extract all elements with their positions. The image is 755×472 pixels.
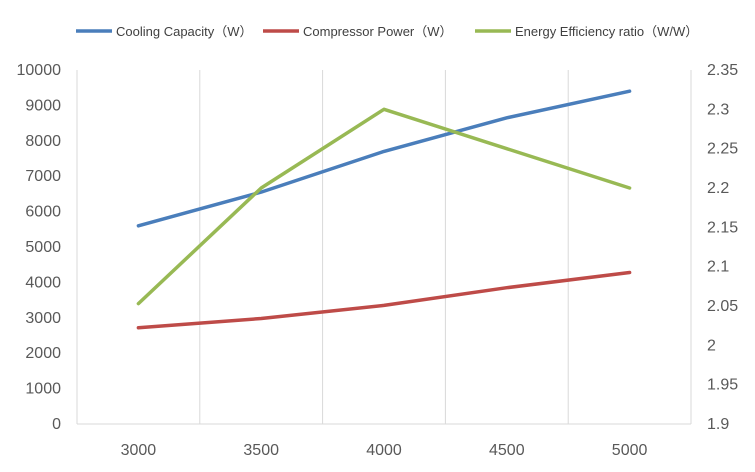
y-left-tick-label: 1000 <box>25 381 61 398</box>
y-right-tick-label: 2.3 <box>707 101 729 118</box>
legend-item: Energy Efficiency ratio（W/W） <box>475 24 698 39</box>
legend: Cooling Capacity（W） Compressor Power（W） En… <box>76 24 698 39</box>
x-tick-label: 5000 <box>612 442 648 459</box>
y-left-tick-label: 8000 <box>25 133 61 150</box>
y-left-tick-label: 3000 <box>25 310 61 327</box>
x-tick-label: 4000 <box>366 442 402 459</box>
y-left-tick-label: 10000 <box>17 62 62 79</box>
grid <box>76 70 692 424</box>
legend-item: Cooling Capacity（W） <box>76 24 253 39</box>
legend-label: Compressor Power（W） <box>303 24 453 39</box>
legend-label: Cooling Capacity（W） <box>116 24 253 39</box>
y-right-tick-label: 2.05 <box>707 298 738 315</box>
legend-item: Compressor Power（W） <box>263 24 453 39</box>
y-right-tick-label: 2.1 <box>707 259 729 276</box>
y-right-tick-label: 2.25 <box>707 141 738 158</box>
y-left-tick-label: 9000 <box>25 97 61 114</box>
y-left-tick-label: 4000 <box>25 274 61 291</box>
x-tick-label: 3000 <box>121 442 157 459</box>
series-line <box>136 89 632 228</box>
y-right-tick-label: 2 <box>707 337 716 354</box>
series-line <box>136 107 632 306</box>
series <box>136 89 632 330</box>
y-right-tick-label: 2.35 <box>707 62 738 79</box>
y-right-tick-label: 2.2 <box>707 180 729 197</box>
series-line <box>136 270 632 330</box>
x-tick-label: 4500 <box>489 442 525 459</box>
y-right-tick-label: 1.95 <box>707 377 738 394</box>
legend-label: Energy Efficiency ratio（W/W） <box>515 24 698 39</box>
y-left-tick-label: 7000 <box>25 168 61 185</box>
y-left-tick-label: 6000 <box>25 204 61 221</box>
y-right-tick-label: 1.9 <box>707 416 729 433</box>
y-left-tick-label: 5000 <box>25 239 61 256</box>
y-left-tick-label: 2000 <box>25 345 61 362</box>
x-tick-label: 3500 <box>243 442 279 459</box>
y-right-tick-label: 2.15 <box>707 219 738 236</box>
y-left-tick-label: 0 <box>52 416 61 433</box>
axes: 0 1000 2000 3000 4000 5000 6000 7000 8000 9000 100… <box>17 62 739 459</box>
